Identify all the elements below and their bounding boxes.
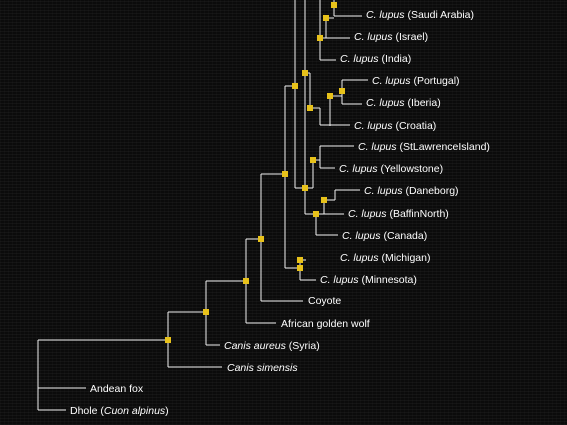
taxon-label-dhole: Dhole (Cuon alpinus) — [70, 405, 169, 417]
taxon-label-michigan: C. lupus (Michigan) — [340, 252, 430, 264]
taxon-label-minnesota: C. lupus (Minnesota) — [320, 274, 417, 286]
taxon-label-india: C. lupus (India) — [340, 53, 411, 65]
node-marker — [282, 171, 288, 177]
branch — [309, 73, 320, 109]
node-marker — [297, 265, 303, 271]
taxon-label-andean-fox: Andean fox — [90, 383, 144, 395]
branch — [323, 189, 360, 215]
taxon-label-coyote: Coyote — [308, 295, 341, 307]
taxon-label-canada: C. lupus (Canada) — [342, 230, 427, 242]
taxon-label-iberia: C. lupus (Iberia) — [366, 97, 441, 109]
node-marker — [313, 211, 319, 217]
node-marker — [327, 93, 333, 99]
taxon-label-baffinnorth: C. lupus (BaffinNorth) — [348, 208, 449, 220]
branch — [260, 173, 303, 302]
node-marker — [307, 105, 313, 111]
branch — [167, 311, 222, 368]
branch — [37, 339, 168, 411]
branch — [325, 18, 350, 39]
node-marker — [292, 83, 298, 89]
node-marker — [258, 236, 264, 242]
node-marker — [302, 70, 308, 76]
node-marker — [317, 35, 323, 41]
tree-nodes — [165, 2, 345, 343]
node-marker — [302, 185, 308, 191]
taxon-label-stlawrenceisland: C. lupus (StLawrenceIsland) — [358, 141, 490, 153]
branch — [205, 280, 246, 346]
taxon-label-croatia: C. lupus (Croatia) — [354, 120, 436, 132]
taxon-label-israel: C. lupus (Israel) — [354, 31, 428, 43]
branch — [315, 213, 338, 236]
node-marker — [297, 257, 303, 263]
taxon-label-canis-aureus: Canis aureus (Syria) — [224, 340, 320, 352]
tip-labels: C. lupus (Saudi Arabia) C. lupus (Israel… — [70, 9, 490, 417]
taxon-label-yellowstone: C. lupus (Yellowstone) — [339, 163, 443, 175]
node-marker — [165, 337, 171, 343]
taxon-label-saudi-arabia: C. lupus (Saudi Arabia) — [366, 9, 474, 21]
node-marker — [321, 197, 327, 203]
node-marker — [331, 2, 337, 8]
branch — [319, 108, 350, 126]
branch — [305, 160, 314, 189]
taxon-label-daneborg: C. lupus (Daneborg) — [364, 185, 459, 197]
node-marker — [310, 157, 316, 163]
node-marker — [323, 15, 329, 21]
node-marker — [339, 88, 345, 94]
taxon-label-african-golden-wolf: African golden wolf — [281, 318, 370, 330]
node-marker — [243, 278, 249, 284]
branch — [294, 0, 305, 189]
taxon-label-portugal: C. lupus (Portugal) — [372, 75, 460, 87]
node-marker — [203, 309, 209, 315]
taxon-label-canis-simensis: Canis simensis — [227, 362, 298, 374]
